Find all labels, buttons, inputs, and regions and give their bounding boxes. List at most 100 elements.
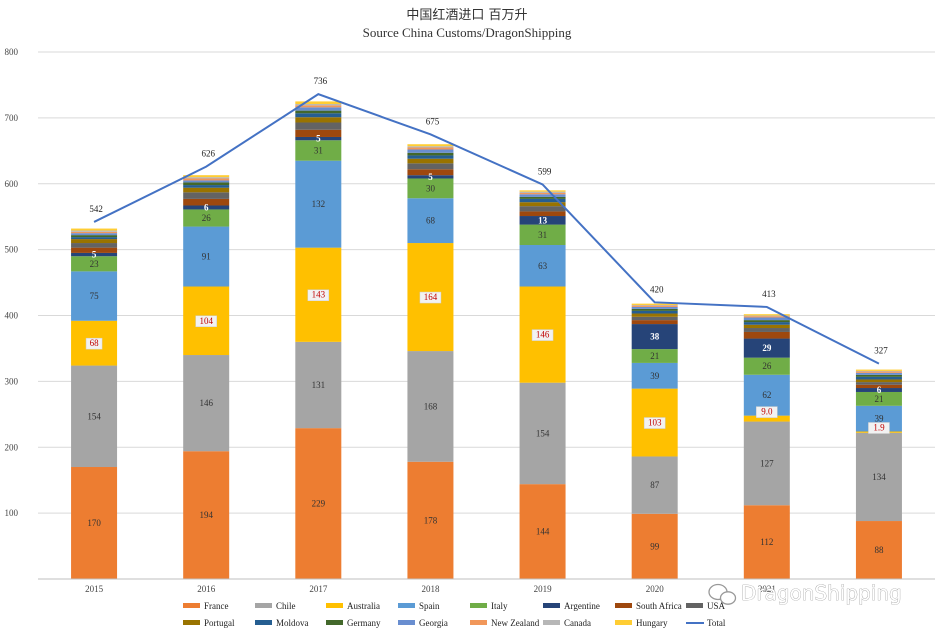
- bar-segment-canada: [743, 315, 790, 317]
- x-axis: 2015 2016 2017 2018 2019 2020 2021: [38, 578, 935, 594]
- legend-swatch: [543, 603, 560, 608]
- bar-segment-new-zealand: [71, 231, 118, 234]
- bar-segment-new-zealand: [855, 371, 902, 373]
- bar-segment-hungary: [743, 314, 790, 316]
- data-label: 30: [426, 183, 436, 193]
- bar-segment-georgia: [743, 317, 790, 321]
- data-label: 5: [428, 172, 433, 182]
- bar-segment-italy: [71, 256, 118, 272]
- y-axis: 100 200 300 400 500 600 700 800: [5, 47, 19, 518]
- bar-segment-spain: [631, 362, 678, 389]
- y-tick-label: 300: [5, 376, 19, 386]
- data-label: 68: [426, 216, 436, 226]
- bar-segment-moldova: [183, 185, 230, 188]
- data-label: 38: [650, 332, 660, 342]
- total-series-line: [93, 93, 880, 365]
- data-label: 39: [650, 371, 660, 381]
- legend-label: Australia: [347, 601, 380, 611]
- data-label: 26: [202, 213, 212, 223]
- legend-label: Argentine: [564, 601, 600, 611]
- bar-segment-new-zealand: [743, 316, 790, 318]
- data-label: 194: [199, 510, 213, 520]
- bar-segment-portugal: [183, 187, 230, 193]
- chart-subtitle: Source China Customs/DragonShipping: [363, 25, 572, 40]
- legend-swatch: [326, 620, 343, 625]
- data-label: 134: [872, 472, 886, 482]
- x-tick-label: 2021: [758, 584, 776, 594]
- bar-segment-france: [519, 484, 566, 579]
- bar-segment-spain: [71, 271, 118, 321]
- bar-segment-argentine: [631, 324, 678, 350]
- data-label: 99: [650, 541, 660, 551]
- bar-segment-argentine: [743, 338, 790, 358]
- legend-swatch: [470, 620, 487, 625]
- total-label: 675: [426, 116, 440, 126]
- bar-segment-chile: [183, 355, 230, 452]
- bar-segment-new-zealand: [519, 192, 566, 195]
- bar-segment-new-zealand: [183, 178, 230, 181]
- data-label-box: [531, 329, 554, 341]
- data-label: 26: [762, 361, 772, 371]
- bar-segment-portugal: [519, 202, 566, 207]
- x-tick-label: 2018: [421, 584, 440, 594]
- data-label: 29: [762, 343, 772, 353]
- data-label: 87: [650, 480, 660, 490]
- bar-segment-canada: [519, 191, 566, 193]
- bar-segment-italy: [295, 140, 342, 161]
- bar-segment-germany: [71, 235, 118, 238]
- bar-segment-moldova: [407, 155, 454, 159]
- bar-segment-new-zealand: [631, 305, 678, 307]
- bar-segment-new-zealand: [407, 147, 454, 150]
- bar-segment-portugal: [295, 117, 342, 123]
- bar-segment-france: [743, 505, 790, 579]
- total-label: 599: [538, 166, 552, 176]
- bar-segment-germany: [183, 182, 230, 186]
- total-label: 420: [650, 284, 664, 294]
- legend-swatch: [543, 620, 560, 625]
- chart-title: 中国红酒进口 百万升: [406, 7, 527, 23]
- legend-swatch: [255, 603, 272, 608]
- gridlines: [38, 51, 935, 580]
- data-label: 154: [536, 428, 550, 438]
- legend: France Chile Australia Spain Italy Argentine S…: [183, 601, 726, 628]
- legend-swatch: [470, 603, 487, 608]
- bar-segment-hungary: [631, 303, 678, 305]
- data-label: 170: [87, 518, 101, 528]
- bar-segment-georgia: [407, 149, 454, 153]
- bar-segment-georgia: [71, 233, 118, 236]
- x-tick-label: 2015: [85, 584, 104, 594]
- bar-segment-portugal: [631, 313, 678, 317]
- bar-segment-georgia: [295, 107, 342, 111]
- bar-segment-france: [71, 467, 118, 579]
- legend-label: France: [204, 601, 229, 611]
- bar-segment-usa: [295, 122, 342, 130]
- bar-segment-georgia: [519, 194, 566, 197]
- bar-segment-france: [295, 428, 342, 579]
- bar-segment-portugal: [407, 158, 454, 164]
- y-tick-label: 500: [5, 245, 19, 255]
- bar-segment-usa: [183, 192, 230, 199]
- bar-segment-hungary: [855, 369, 902, 371]
- bar-segment-south-africa: [855, 384, 902, 389]
- data-label: 168: [424, 401, 438, 411]
- bar-segment-georgia: [631, 306, 678, 309]
- legend-swatch: [255, 620, 272, 625]
- bar-segment-argentine: [519, 216, 566, 225]
- legend-swatch: [183, 603, 200, 608]
- data-label: 31: [538, 230, 547, 240]
- bar-segment-usa: [519, 206, 566, 212]
- data-label: 21: [874, 394, 883, 404]
- y-tick-label: 200: [5, 442, 19, 452]
- data-label-box: [756, 406, 778, 418]
- total-label: 542: [89, 204, 103, 214]
- bar-segment-canada: [855, 370, 902, 372]
- bar-segment-chile: [407, 351, 454, 462]
- x-tick-label: 2020: [646, 584, 665, 594]
- legend-label: New Zealand: [491, 618, 540, 628]
- legend-label: Moldova: [276, 618, 309, 628]
- bar-segment-south-africa: [295, 129, 342, 137]
- bar-segment-australia: [743, 415, 790, 422]
- bar-segment-france: [855, 521, 902, 579]
- legend-swatch: [326, 603, 343, 608]
